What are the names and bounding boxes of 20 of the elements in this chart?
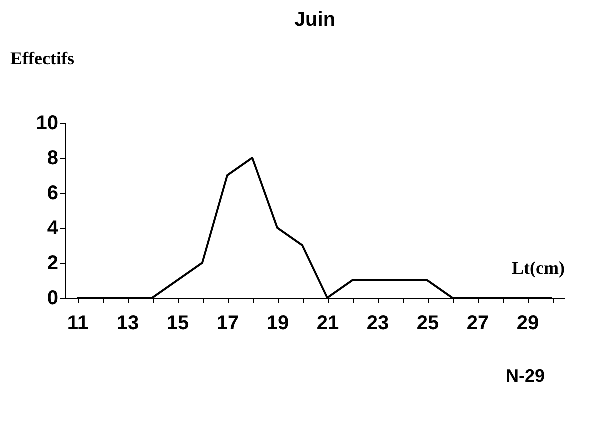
- x-tick-label: 19: [266, 312, 290, 334]
- x-axis-title: Lt(cm): [512, 258, 565, 278]
- x-tick-label: 25: [416, 312, 440, 334]
- x-tick-label: 27: [466, 312, 490, 334]
- y-tick-label: 4: [47, 218, 60, 240]
- x-tick-label: 21: [316, 312, 340, 334]
- x-tick-label: 11: [67, 312, 89, 334]
- y-tick-label: 6: [47, 182, 58, 204]
- x-tick-label: 13: [116, 312, 140, 334]
- y-tick-label: 10: [36, 112, 58, 134]
- y-tick-label: 2: [47, 252, 58, 274]
- y-tick-label: 8: [47, 148, 58, 170]
- x-tick-label: 15: [166, 312, 190, 334]
- x-tick-label: 29: [516, 312, 540, 334]
- y-axis-title: Effectifs: [10, 48, 74, 68]
- text: N-29: [506, 366, 545, 386]
- x-tick-label: 17: [216, 312, 240, 334]
- x-tick-label: 23: [366, 312, 390, 334]
- y-tick-label: 0: [47, 288, 58, 310]
- chart-title: Juin: [294, 9, 336, 31]
